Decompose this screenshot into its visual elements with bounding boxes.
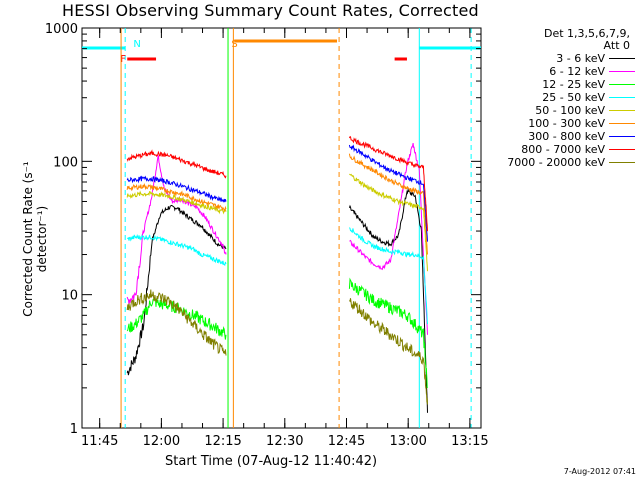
x-tick-label: 12:15 <box>204 434 241 449</box>
legend-entry-label: 100 - 300 keV <box>528 117 605 130</box>
flag-label-s: S <box>231 39 237 50</box>
chart-title: HESSI Observing Summary Count Rates, Cor… <box>62 1 479 20</box>
legend-swatch <box>609 123 635 124</box>
x-tick-label: 11:45 <box>81 434 118 449</box>
legend-entry: 3 - 6 keV <box>478 52 638 65</box>
legend-entry-label: 7000 - 20000 keV <box>507 156 605 169</box>
legend-swatch <box>609 162 635 163</box>
legend-entry-label: 6 - 12 keV <box>549 65 605 78</box>
y-tick-label: 100 <box>53 155 78 170</box>
legend-header-detectors: Det 1,3,5,6,7,9, <box>543 27 630 40</box>
y-tick-label: 10 <box>61 289 78 304</box>
series-line-2-segment-2 <box>349 143 428 335</box>
legend-swatch <box>609 149 635 150</box>
legend-swatch <box>609 97 635 98</box>
x-tick-label: 13:15 <box>451 434 488 449</box>
legend-entries: 3 - 6 keV 6 - 12 keV 12 - 25 keV 25 - 50 ke… <box>478 52 638 169</box>
x-tick-label: 12:30 <box>266 434 303 449</box>
legend-entry-label: 50 - 100 keV <box>535 104 605 117</box>
series-line-9-segment-2 <box>349 298 428 405</box>
legend-entry-label: 25 - 50 keV <box>542 91 605 104</box>
legend-entry: 25 - 50 keV <box>478 91 638 104</box>
legend-entry-label: 12 - 25 keV <box>542 78 605 91</box>
series-line-7-segment-2 <box>348 144 428 242</box>
series-line-3-segment-2 <box>348 277 428 389</box>
legend-swatch <box>609 58 635 59</box>
series-line-8-segment-2 <box>348 136 428 232</box>
legend-entry: 100 - 300 keV <box>478 117 638 130</box>
series-line-6-segment-2 <box>348 153 428 255</box>
series-line-5-segment-2 <box>349 173 428 272</box>
legend-entry-label: 800 - 7000 keV <box>521 143 605 156</box>
series-line-1-segment-1 <box>126 204 227 376</box>
flag-label-n: N <box>133 39 140 50</box>
plot-frame <box>81 27 482 429</box>
series-line-5-segment-1 <box>126 190 227 215</box>
legend-swatch <box>609 71 635 72</box>
series-line-8-segment-1 <box>126 149 227 179</box>
legend-swatch <box>609 136 635 137</box>
legend-entry: 12 - 25 keV <box>478 78 638 91</box>
x-tick-label: 12:45 <box>328 434 365 449</box>
series-line-9-segment-1 <box>126 289 227 356</box>
x-tick-label: 12:00 <box>143 434 180 449</box>
legend-entry: 800 - 7000 keV <box>478 143 638 156</box>
generation-timestamp: 7-Aug-2012 07:41 <box>563 467 636 476</box>
series-line-4-segment-1 <box>126 234 227 267</box>
legend-entry: 300 - 800 keV <box>478 130 638 143</box>
x-axis-label: Start Time (07-Aug-12 11:40:42) <box>165 454 378 469</box>
legend-entry: 50 - 100 keV <box>478 104 638 117</box>
legend-entry-label: 3 - 6 keV <box>556 52 605 65</box>
x-tick-label: 13:00 <box>389 434 426 449</box>
legend: Det 1,3,5,6,7,9, Att 0 3 - 6 keV 6 - 12 k… <box>478 28 638 169</box>
legend-header-attenuator: Att 0 <box>603 39 630 52</box>
legend-entry: 7000 - 20000 keV <box>478 156 638 169</box>
series-line-7-segment-1 <box>126 175 227 203</box>
y-tick-label: 1 <box>70 422 78 437</box>
flag-label-f: F <box>120 54 126 65</box>
legend-swatch <box>609 84 635 85</box>
series-line-6-segment-1 <box>126 182 227 213</box>
legend-swatch <box>609 110 635 111</box>
legend-entry: 6 - 12 keV <box>478 65 638 78</box>
series-line-4-segment-2 <box>349 227 428 325</box>
y-axis-label: Corrected Count Rate (s⁻¹ detector⁻¹) <box>21 161 49 317</box>
y-tick-label: 1000 <box>45 22 78 37</box>
series-line-1-segment-2 <box>348 187 428 413</box>
legend-entry-label: 300 - 800 keV <box>528 130 605 143</box>
